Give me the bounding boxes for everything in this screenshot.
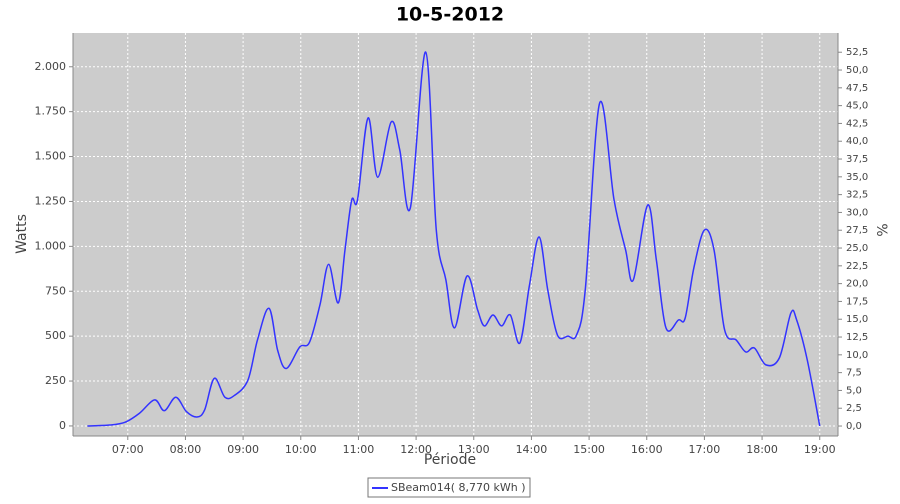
y2-tick-label: 20,0 bbox=[846, 279, 868, 290]
x-tick-label: 16:00 bbox=[631, 443, 663, 456]
y-tick-label: 1.250 bbox=[35, 194, 67, 207]
y2-tick-label: 30,0 bbox=[846, 207, 868, 218]
y-tick-label: 500 bbox=[45, 329, 66, 342]
x-tick-label: 08:00 bbox=[170, 443, 202, 456]
y2-tick-label: 37,5 bbox=[846, 154, 868, 165]
y-tick-label: 1.750 bbox=[35, 105, 67, 118]
y2-tick-label: 47,5 bbox=[846, 83, 868, 94]
y-tick-label: 250 bbox=[45, 374, 66, 387]
x-tick-label: 11:00 bbox=[343, 443, 375, 456]
x-tick-label: 07:00 bbox=[112, 443, 144, 456]
y2-tick-label: 45,0 bbox=[846, 101, 868, 112]
x-tick-label: 14:00 bbox=[516, 443, 548, 456]
y2-tick-label: 0,0 bbox=[846, 421, 862, 432]
y2-tick-label: 22,5 bbox=[846, 261, 868, 272]
x-tick-label: 12:00 bbox=[400, 443, 432, 456]
y2-tick-label: 42,5 bbox=[846, 118, 868, 129]
x-tick-label: 17:00 bbox=[689, 443, 721, 456]
y2-tick-label: 27,5 bbox=[846, 225, 868, 236]
y2-tick-label: 32,5 bbox=[846, 190, 868, 201]
series-line bbox=[87, 51, 821, 427]
y2-tick-label: 12,5 bbox=[846, 332, 868, 343]
y2-tick-label: 2,5 bbox=[846, 403, 862, 414]
y2-tick-label: 17,5 bbox=[846, 296, 868, 307]
y2-tick-label: 15,0 bbox=[846, 314, 868, 325]
y2-tick-label: 40,0 bbox=[846, 136, 868, 147]
plot-area bbox=[73, 33, 838, 436]
legend-box bbox=[367, 477, 531, 498]
x-tick-label: 10:00 bbox=[285, 443, 317, 456]
y-tick-label: 1.500 bbox=[35, 150, 67, 163]
y-tick-label: 750 bbox=[45, 284, 66, 297]
y2-tick-label: 25,0 bbox=[846, 243, 868, 254]
y2-tick-label: 10,0 bbox=[846, 350, 868, 361]
y2-tick-label: 35,0 bbox=[846, 172, 868, 183]
x-tick-label: 19:00 bbox=[804, 443, 836, 456]
y-tick-label: 1.000 bbox=[35, 239, 67, 252]
x-axis-label: Période bbox=[424, 452, 476, 468]
y-tick-label: 0 bbox=[59, 419, 66, 432]
y-tick-label: 2.000 bbox=[35, 60, 67, 73]
y2-axis-label: % bbox=[873, 223, 889, 236]
y2-tick-label: 52,5 bbox=[846, 47, 868, 58]
x-tick-label: 09:00 bbox=[227, 443, 259, 456]
y2-tick-label: 50,0 bbox=[846, 65, 868, 76]
y2-tick-label: 5,0 bbox=[846, 385, 862, 396]
x-tick-label: 18:00 bbox=[746, 443, 778, 456]
x-tick-label: 13:00 bbox=[458, 443, 490, 456]
y2-tick-label: 7,5 bbox=[846, 368, 862, 379]
x-tick-label: 15:00 bbox=[573, 443, 605, 456]
chart-title: 10-5-2012 bbox=[396, 4, 504, 26]
y-axis-label: Watts bbox=[14, 214, 30, 254]
legend-label: SBeam014( 8,770 kWh ) bbox=[391, 481, 526, 494]
